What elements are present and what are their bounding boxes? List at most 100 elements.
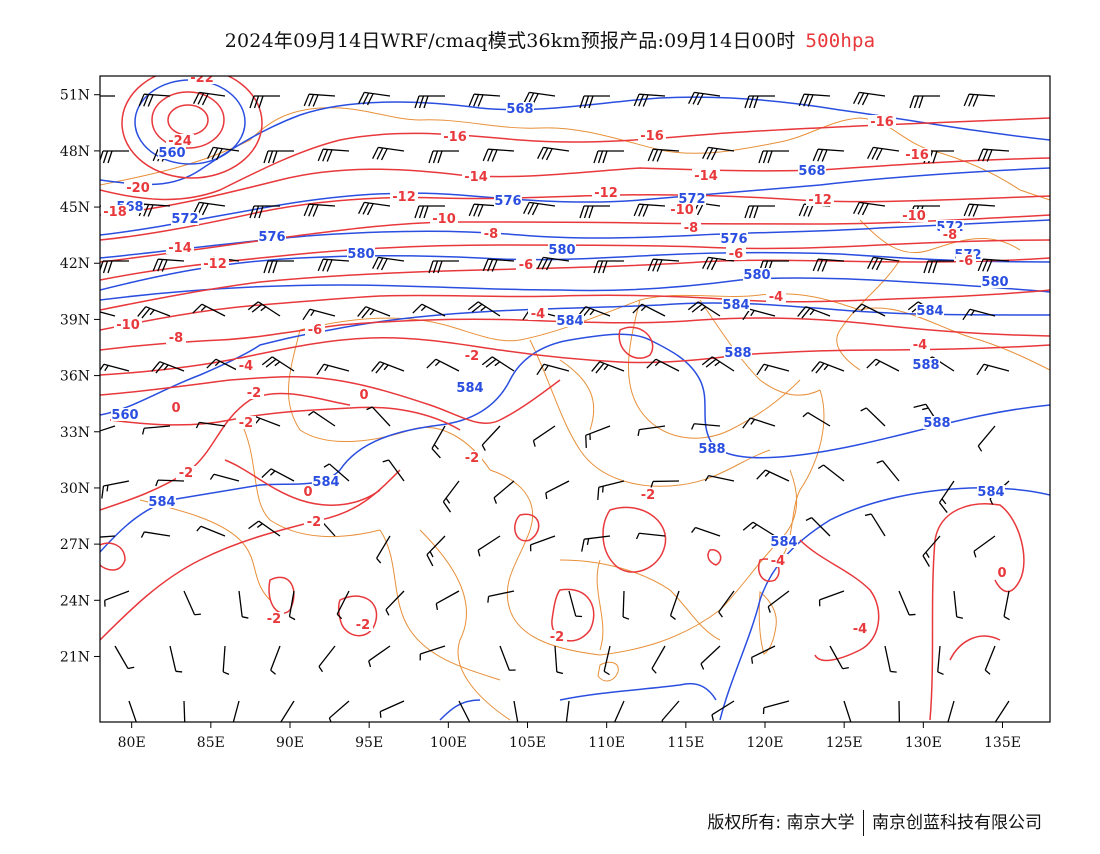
wind-barb [594,151,624,163]
wind-barb [184,589,201,617]
wind-barb [328,701,353,724]
temperature-contour-label: -2 [465,451,479,466]
temperature-contour-label: -8 [943,228,957,243]
wind-barb [367,646,393,667]
lat-tick-label: 30N [60,481,90,497]
wind-barb [264,261,294,273]
wind-barb [232,701,245,730]
temperature-contour-label: -10 [670,203,694,218]
wind-barb [844,699,858,727]
lon-tick-label: 105E [509,735,546,751]
temperature-contour-label: -2 [356,618,370,633]
wind-barb [429,151,459,163]
wind-barb [964,94,995,108]
wind-barb [514,700,525,729]
temperature-contour-label: -2 [641,488,655,503]
credit-separator [863,810,865,836]
temperature-contour-label: -12 [808,193,832,208]
wind-barb [994,701,1014,728]
lat-tick-label: 39N [60,312,90,328]
wind-barb [757,468,789,492]
wind-barb [710,701,737,721]
wind-barb [762,701,791,714]
wind-barb [651,646,670,673]
wind-barb [569,589,582,618]
wind-barb [877,459,899,485]
boundary-lines [100,108,1050,720]
height-contour-label: 580 [548,243,575,258]
wind-barb [595,481,627,500]
geopotential-contours [100,97,1050,720]
wind-barb [972,536,998,557]
temperature-contour-label: -6 [729,247,743,262]
temperature-contour-label: -2 [267,612,281,627]
wind-barb [648,259,679,273]
wind-barb [813,149,844,163]
temperature-contour-label: -8 [169,331,183,346]
temperature-contour-label: -4 [531,307,545,322]
lat-tick-label: 24N [60,593,90,609]
lon-tick-label: 110E [588,735,625,751]
height-contour-label: 560 [111,408,138,423]
wind-barb [435,591,462,610]
wind-barb [304,94,335,108]
wind-barb [500,644,516,672]
wind-barb [604,646,616,675]
wind-barb [373,147,404,163]
wind-barb [623,591,630,619]
temperature-contour-label: -8 [484,227,498,242]
wind-barb [367,406,390,431]
lat-tick-label: 36N [60,369,90,385]
wind-barb [372,360,404,382]
temperature-contour-label: -24 [168,134,192,149]
wind-barb [383,458,404,484]
wind-barb [637,533,665,542]
lat-tick-label: 51N [60,88,90,104]
height-contour-label: 580 [347,247,374,262]
wind-barb [197,526,225,542]
wind-barb [115,643,134,670]
wind-barb [818,464,844,486]
temperature-contour-label: -2 [550,630,564,645]
wind-barb [861,407,885,431]
wind-barb [692,527,720,542]
temperature-contour-label: 0 [303,485,312,500]
wind-barb [359,202,390,218]
temperature-contour-label: -6 [959,254,973,269]
height-contour-label: 580 [743,268,770,283]
lat-tick-label: 21N [60,649,90,665]
wind-barb [223,646,231,674]
wind-barb [964,204,995,218]
lat-tick-label: 42N [60,256,90,272]
wind-barb [954,590,963,618]
wind-barb [703,147,734,163]
wind-barb [538,147,569,163]
wind-barb [86,426,118,447]
wind-barb [867,357,899,381]
wind-barb [532,426,559,447]
lon-tick-label: 115E [667,735,704,751]
wind-barb [977,426,1000,451]
wind-barb [385,591,409,615]
wind-barb [142,426,170,434]
wind-barb [359,92,390,108]
wind-barb [985,646,1001,674]
temperature-contour-label: 0 [171,401,180,416]
lon-tick-label: 85E [197,735,225,751]
wind-barb [308,410,335,431]
wind-barb [750,646,778,664]
lon-tick-label: 135E [984,735,1021,751]
wind-barb [318,646,340,672]
temperature-contour-label: -4 [853,622,867,637]
wind-barb [700,646,725,669]
wind-barb [743,417,775,438]
temperature-contour-label: -2 [239,416,253,431]
height-contour-label: 584 [722,298,749,313]
temperature-contour-label: -18 [103,205,127,220]
wind-barb [582,426,614,448]
wind-barb [279,701,299,728]
wind-barb [757,363,789,382]
wind-barb [938,646,946,674]
wind-barb [767,591,793,613]
temperature-contour-label: -20 [126,181,150,196]
